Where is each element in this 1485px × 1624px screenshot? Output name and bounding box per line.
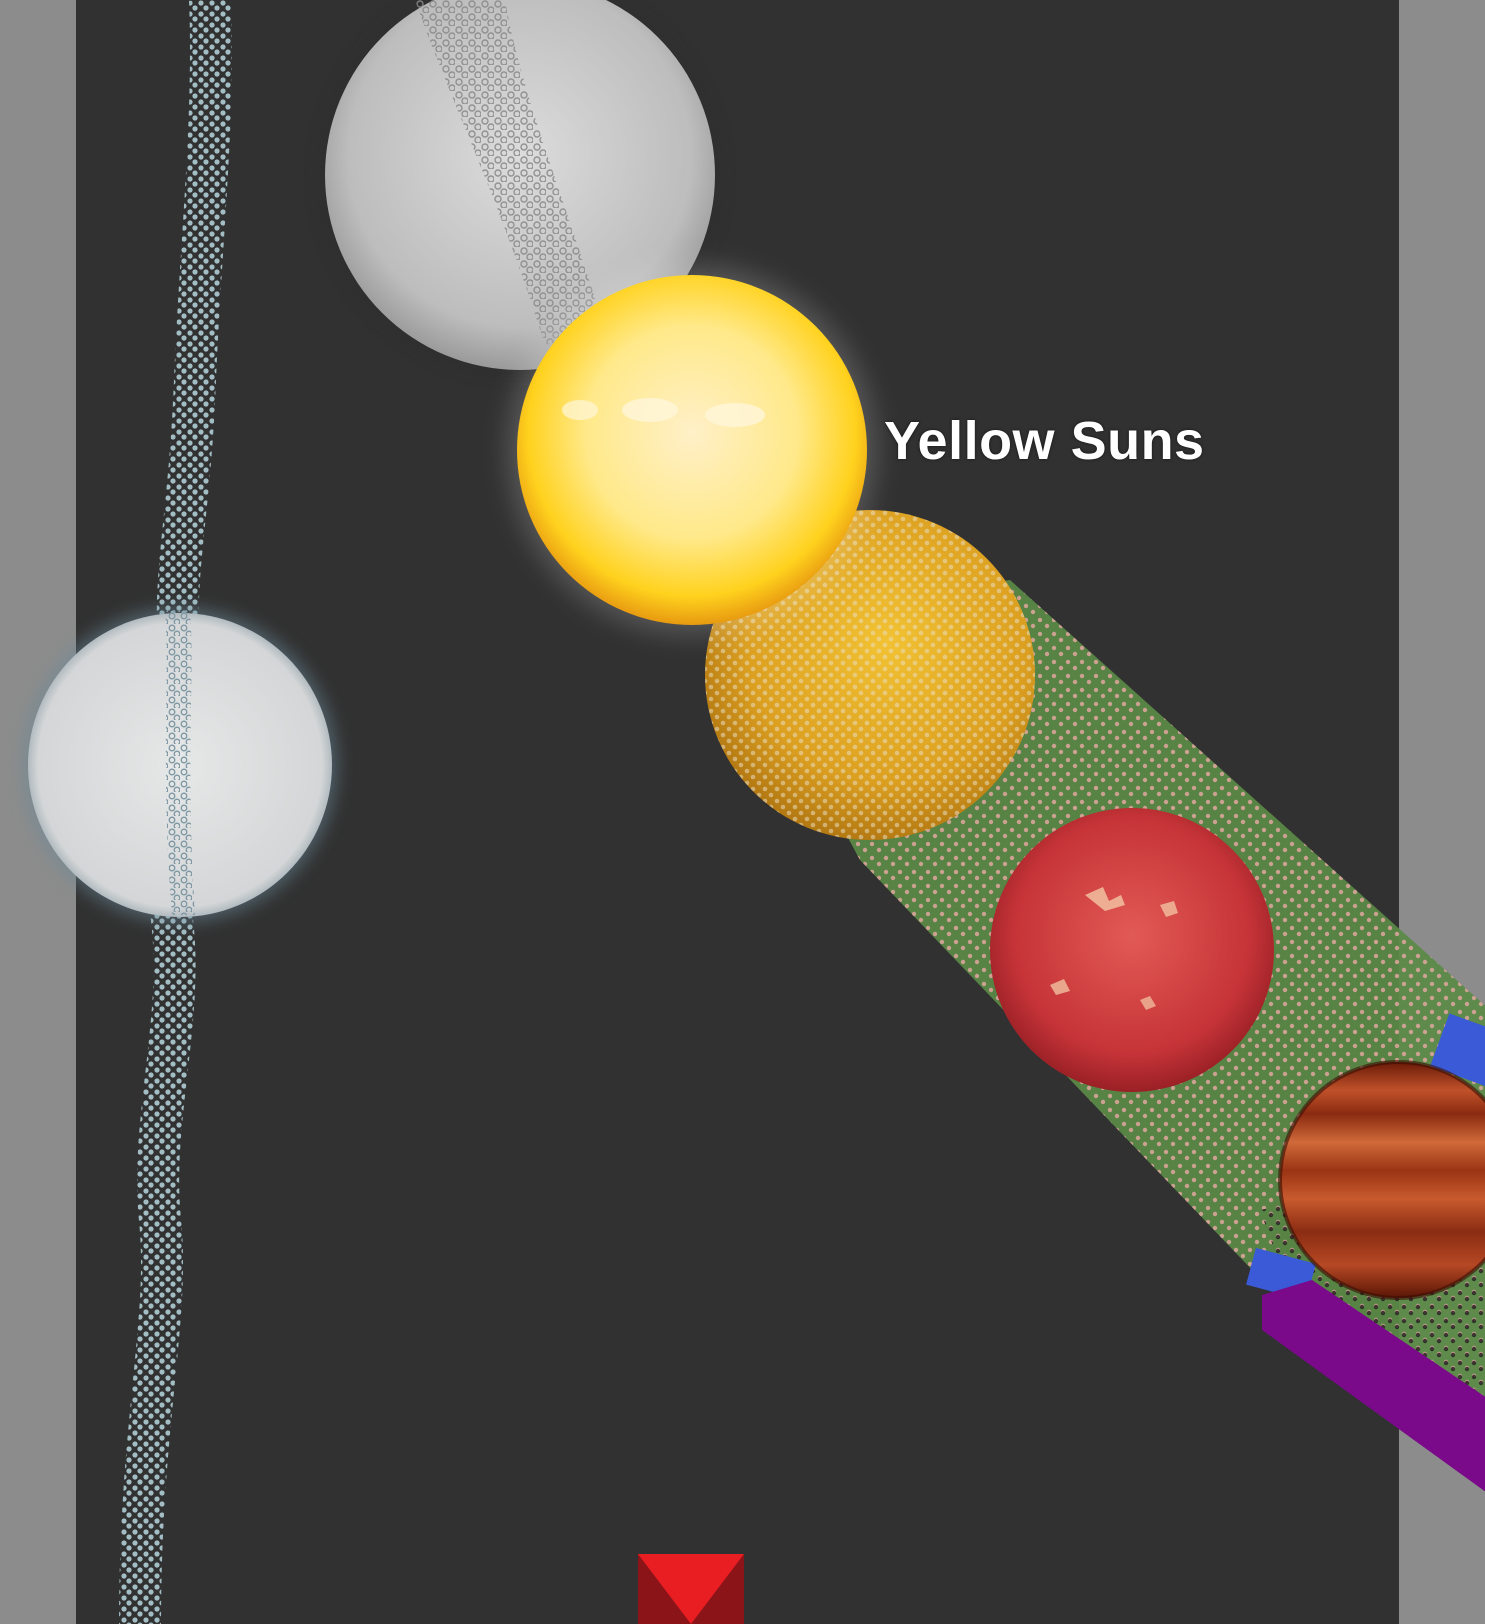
triangle-marker-icon[interactable] — [638, 1554, 744, 1624]
white-dwarf-star — [22, 607, 338, 923]
yellow-sun-star — [492, 250, 892, 650]
red-dwarf-star — [990, 808, 1274, 1092]
yellow-suns-label: Yellow Suns — [884, 410, 1205, 472]
